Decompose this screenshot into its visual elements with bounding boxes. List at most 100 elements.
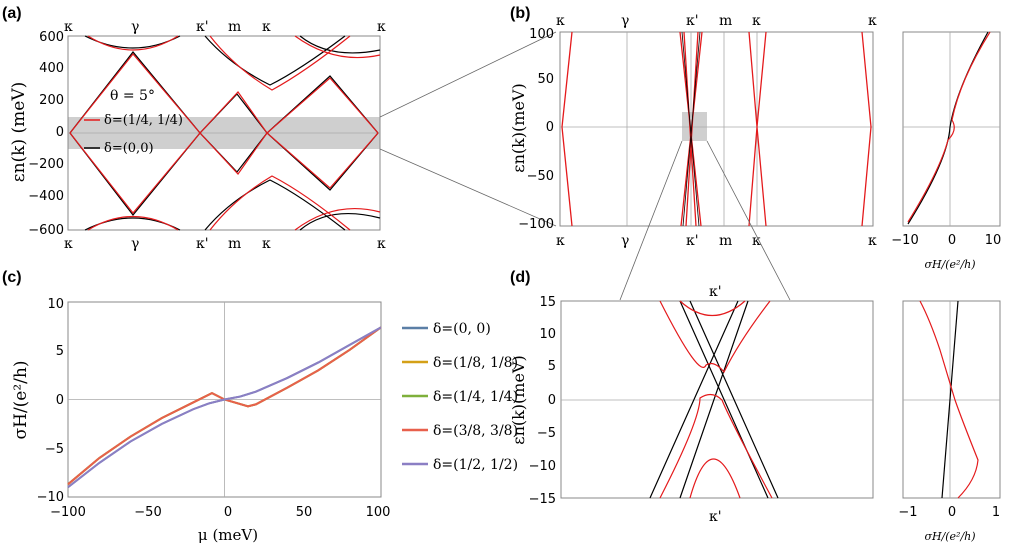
band-line (689, 458, 741, 499)
kpoint-label: κ' (196, 236, 209, 252)
kpoint-label: κ (556, 233, 565, 249)
band-line (209, 175, 351, 231)
panel-c-xticks: −100 −50 0 50 100 (50, 505, 390, 520)
band-line (87, 215, 179, 231)
panel-a-top-kpoints: κ γ κ' m κ κ (64, 19, 386, 35)
ytick-label: 400 (39, 61, 64, 76)
band-line (69, 93, 379, 216)
xtick-label: 0 (224, 505, 232, 520)
sigma-line-red (907, 31, 991, 223)
band-line (299, 35, 381, 54)
panel-a-ylabel: εn(k) (meV) (9, 82, 29, 182)
ytick-label: 100 (529, 27, 554, 42)
xtick-label: 100 (366, 505, 391, 520)
band-line (659, 300, 771, 374)
kpoint-label: κ (262, 19, 271, 35)
panel-b-bands (561, 31, 872, 227)
ytick-label: −600 (28, 223, 64, 238)
zoom-line (706, 140, 791, 301)
legend-label: δ=(1/8, 1/8) (433, 355, 518, 371)
band-line (299, 213, 381, 231)
band-line (561, 31, 573, 227)
kpoint-label: κ (752, 13, 761, 29)
band-line (69, 91, 379, 214)
kpoint-label: m (228, 236, 241, 252)
sigma-line-black (907, 31, 989, 225)
ytick-label: −5 (537, 426, 556, 441)
kpoint-label: κ (868, 233, 877, 249)
xtick-label: −10 (891, 233, 918, 248)
kpoint-label: κ (262, 236, 271, 252)
kpoint-label: m (719, 13, 732, 29)
panel-d-side-frame (902, 300, 1001, 499)
kpoint-label: κ (64, 236, 73, 252)
band-line (204, 35, 346, 86)
kpoint-label: κ (868, 13, 877, 29)
panel-b-top-kpoints: κ γ κ' m κ κ (556, 13, 877, 29)
band-line (649, 300, 779, 499)
xtick-label: 0 (948, 505, 956, 520)
panel-d-bands (649, 300, 779, 499)
panel-c-legend: δ=(0, 0) δ=(1/8, 1/8) δ=(1/4, 1/4) δ=(3/8, … (402, 321, 518, 473)
kpoint-label: m (719, 233, 732, 249)
panel-b-frame (559, 31, 874, 227)
ytick-label: 5 (56, 344, 64, 359)
legend-label: δ=(3/8, 3/8) (433, 423, 518, 439)
band-line (294, 207, 381, 231)
ytick-label: −10 (37, 490, 64, 505)
xtick-label: 10 (985, 233, 1002, 248)
ytick-label: −5 (45, 442, 64, 457)
band-line (204, 179, 346, 231)
ytick-label: −10 (529, 459, 556, 474)
panel-d-label: (d) (510, 269, 530, 286)
kpoint-label: γ (621, 13, 629, 29)
kpoint-label: κ (556, 13, 565, 29)
ytick-label: 15 (539, 295, 556, 310)
kpoint-label: κ (377, 19, 386, 35)
zoom-line (379, 148, 557, 227)
ytick-label: 50 (537, 72, 554, 87)
panel-c-yticks: 10 5 0 −5 −10 (37, 297, 64, 505)
panel-d-yticks: 15 10 5 0 −5 −10 −15 (529, 295, 556, 507)
ytick-label: −15 (529, 492, 556, 507)
panel-b-ylabel: εn(k)(meV) (509, 83, 528, 172)
xtick-label: 1 (992, 505, 1000, 520)
band-line (294, 35, 381, 59)
ytick-label: −400 (28, 189, 64, 204)
band-line (87, 35, 179, 51)
panel-a-bands (69, 35, 381, 231)
ytick-label: 10 (539, 327, 556, 342)
kpoint-label: γ (621, 233, 629, 249)
xtick-label: 50 (296, 505, 313, 520)
band-line (69, 53, 379, 175)
kpoint-label: κ (64, 19, 73, 35)
ytick-label: 0 (56, 125, 64, 140)
panel-d-side-xticks: −1 0 1 (898, 505, 1000, 520)
panel-a-legend-black: δ=(0,0) (104, 141, 154, 156)
ytick-label: −50 (527, 169, 554, 184)
kpoint-label: m (228, 19, 241, 35)
kpoint-label: κ' (686, 13, 699, 29)
legend-label: δ=(0, 0) (433, 321, 491, 337)
xtick-label: −50 (134, 505, 161, 520)
ytick-label: 10 (47, 297, 64, 312)
panel-c-label: (c) (2, 269, 22, 286)
ytick-label: 0 (56, 393, 64, 408)
ytick-label: 0 (546, 120, 554, 135)
panel-b-side-frame (902, 31, 1001, 227)
panel-b-bottom-kpoints: κ γ κ' m κ κ (556, 233, 877, 249)
xtick-label: 0 (948, 233, 956, 248)
band-line (748, 31, 767, 227)
band-line (681, 31, 701, 227)
kpoint-label: γ (131, 19, 139, 35)
band-line (679, 300, 746, 316)
kpoint-label: κ (377, 236, 386, 252)
panel-d-ylabel: εn(k)(meV) (509, 355, 528, 444)
xtick-label: −100 (50, 505, 86, 520)
band-line (69, 51, 379, 173)
zoom-line (619, 140, 683, 301)
panel-a-yticks: 600 400 200 0 −200 −400 −600 (28, 30, 64, 238)
band-line (209, 35, 351, 91)
panel-c-xlabel: μ (meV) (198, 526, 258, 544)
ytick-label: 5 (548, 359, 556, 374)
